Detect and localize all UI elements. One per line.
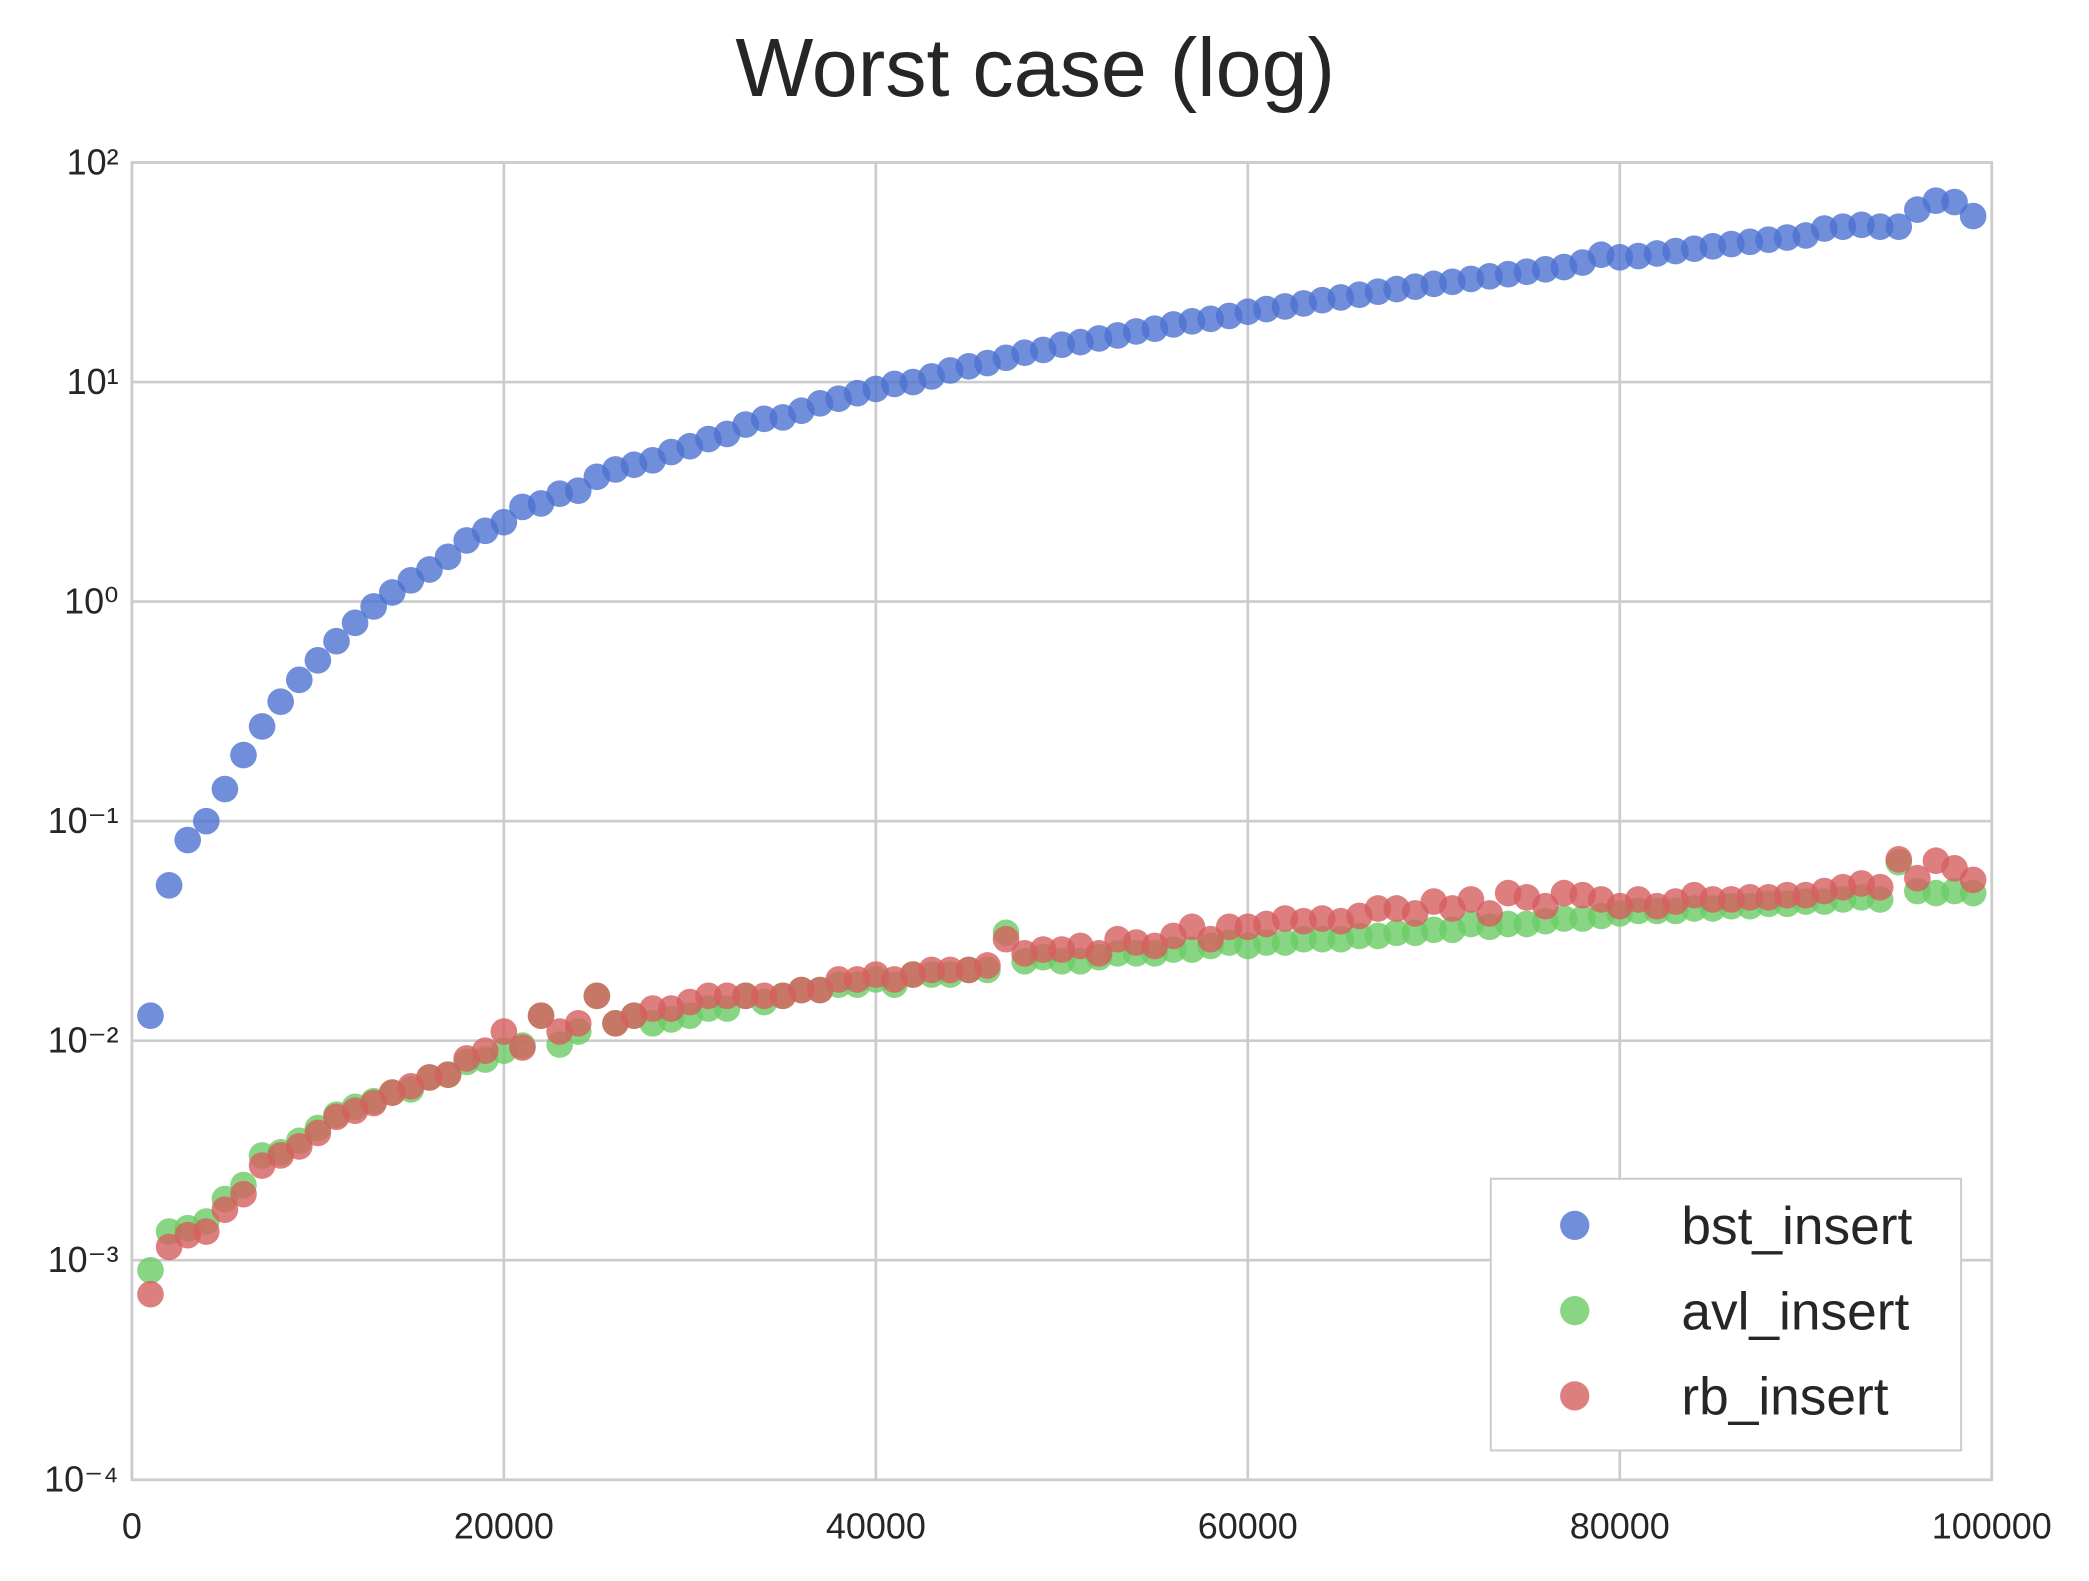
data-point bbox=[1420, 916, 1448, 944]
data-point bbox=[1941, 188, 1968, 216]
legend: bst_insert avl_insert rb_insert bbox=[1489, 1177, 1963, 1452]
data-point bbox=[788, 976, 815, 1004]
data-point bbox=[1959, 202, 1987, 230]
x-tick-label: 40000 bbox=[826, 1505, 926, 1546]
data-point bbox=[285, 666, 313, 694]
data-point bbox=[732, 982, 759, 1010]
data-point bbox=[1085, 939, 1113, 967]
data-point bbox=[304, 1119, 332, 1147]
data-point bbox=[285, 1133, 313, 1160]
data-point bbox=[1253, 929, 1280, 956]
data-point bbox=[1383, 919, 1410, 947]
data-point bbox=[1029, 936, 1057, 963]
data-point bbox=[490, 508, 518, 536]
data-point bbox=[1959, 866, 1987, 894]
data-point bbox=[1736, 883, 1764, 911]
data-point bbox=[267, 688, 295, 716]
data-point bbox=[192, 1218, 220, 1245]
data-point bbox=[490, 1018, 518, 1045]
legend-marker bbox=[1560, 1295, 1590, 1326]
y-tick-label: 10⁻¹ bbox=[48, 800, 119, 841]
data-point bbox=[583, 982, 611, 1010]
data-point bbox=[230, 1180, 257, 1208]
data-point bbox=[1866, 873, 1894, 901]
data-point bbox=[992, 925, 1020, 953]
data-point bbox=[936, 956, 964, 984]
y-tick-label: 10⁰ bbox=[64, 581, 118, 622]
legend-label: bst_insert bbox=[1681, 1197, 1912, 1256]
legend-label: rb_insert bbox=[1681, 1368, 1888, 1427]
data-point bbox=[974, 952, 1001, 979]
data-point bbox=[434, 543, 462, 571]
data-point bbox=[323, 627, 350, 655]
legend-label: avl_insert bbox=[1681, 1282, 1909, 1341]
data-point bbox=[1532, 892, 1559, 920]
data-point bbox=[211, 1196, 239, 1223]
data-point bbox=[1346, 922, 1373, 950]
data-point bbox=[174, 826, 202, 854]
x-tick-label: 80000 bbox=[1570, 1505, 1670, 1546]
data-point bbox=[137, 1002, 164, 1029]
data-point bbox=[825, 966, 852, 993]
x-tick-label: 100000 bbox=[1932, 1505, 2052, 1546]
data-point bbox=[1476, 900, 1503, 927]
data-point bbox=[230, 741, 257, 769]
data-point bbox=[918, 956, 945, 984]
data-point bbox=[248, 713, 276, 740]
chart-title: Worst case (log) bbox=[735, 21, 1335, 114]
y-tick-label: 10¹ bbox=[67, 361, 119, 402]
data-point bbox=[304, 647, 332, 674]
x-tick-label: 60000 bbox=[1198, 1505, 1298, 1546]
data-point bbox=[1866, 213, 1894, 241]
data-point bbox=[713, 982, 741, 1010]
data-point bbox=[192, 807, 220, 835]
data-point bbox=[137, 1256, 164, 1284]
data-point bbox=[416, 556, 443, 583]
data-point bbox=[211, 775, 239, 803]
data-point bbox=[695, 982, 722, 1010]
y-tick-label: 10² bbox=[67, 141, 119, 182]
x-tick-label: 20000 bbox=[454, 1505, 554, 1546]
data-point bbox=[137, 1280, 164, 1308]
x-tick-label: 0 bbox=[122, 1505, 142, 1546]
data-point bbox=[1773, 881, 1801, 909]
data-point bbox=[155, 872, 183, 899]
plot-frame bbox=[130, 161, 1994, 1482]
data-point bbox=[1215, 913, 1243, 941]
data-point bbox=[564, 477, 592, 505]
y-tick-label: 10⁻² bbox=[48, 1020, 119, 1061]
y-tick-label: 10⁻⁴ bbox=[44, 1459, 118, 1500]
data-point bbox=[1457, 886, 1485, 913]
data-point bbox=[750, 982, 778, 1010]
legend-marker bbox=[1560, 1381, 1590, 1411]
y-tick-label: 10⁻³ bbox=[48, 1239, 119, 1280]
data-point bbox=[434, 1061, 462, 1089]
data-point bbox=[1885, 213, 1913, 241]
data-point bbox=[527, 1002, 555, 1029]
data-point bbox=[1308, 925, 1336, 953]
data-point bbox=[509, 1034, 536, 1061]
data-point bbox=[341, 609, 369, 637]
data-point bbox=[360, 593, 387, 620]
legend-marker bbox=[1560, 1210, 1590, 1241]
data-point bbox=[639, 995, 666, 1022]
data-point bbox=[564, 1009, 592, 1037]
data-point bbox=[1885, 845, 1913, 873]
data-point bbox=[1904, 864, 1931, 892]
data-point bbox=[1699, 886, 1727, 913]
data-point bbox=[471, 1037, 499, 1065]
data-point bbox=[1364, 895, 1392, 922]
